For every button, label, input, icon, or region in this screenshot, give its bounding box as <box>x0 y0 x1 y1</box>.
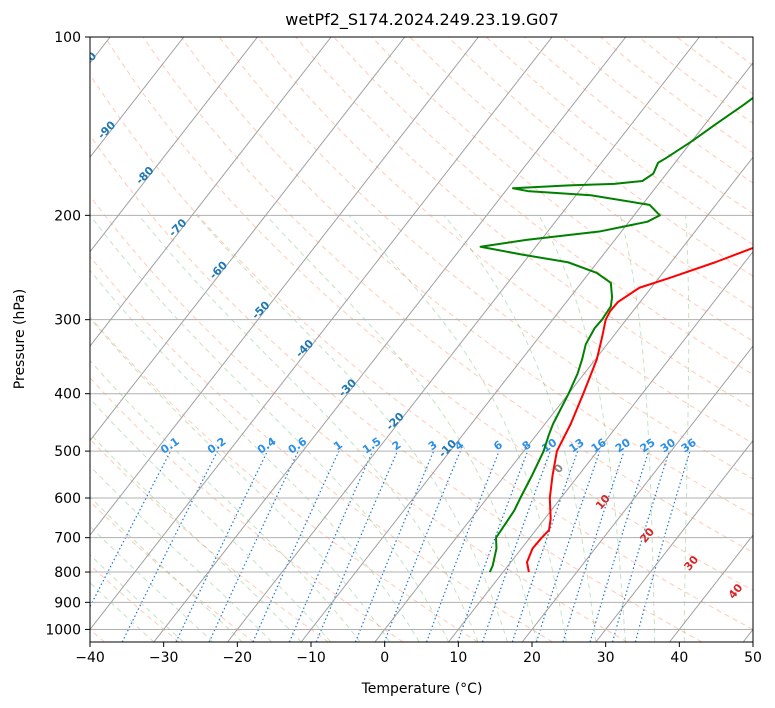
y-tick-label: 800 <box>54 565 81 581</box>
x-tick-label: 30 <box>597 650 615 666</box>
mixing-ratio-line <box>535 450 601 642</box>
moist-adiabat-line <box>90 525 214 642</box>
moist-adiabat-line <box>90 359 361 642</box>
isotherm-line <box>90 37 406 442</box>
mixing-ratio-line <box>562 450 625 642</box>
isotherm-line <box>374 156 753 642</box>
y-tick-label: 200 <box>54 208 81 224</box>
dry-adiabat-line <box>104 37 753 592</box>
y-tick-label: 500 <box>54 444 81 460</box>
y-tick-label: 300 <box>54 313 81 329</box>
isotherm-lines <box>90 37 753 642</box>
y-tick-label: 600 <box>54 491 81 507</box>
isotherm-line <box>153 37 627 642</box>
isotherm-line <box>90 37 553 631</box>
x-tick-label: −40 <box>75 650 105 666</box>
temperature-profile-line <box>525 246 753 573</box>
x-axis-label: Temperature (°C) <box>361 681 483 697</box>
moist-adiabat-line <box>90 582 155 642</box>
moist-adiabat-line <box>90 496 243 642</box>
dry-adiabat-line <box>90 255 553 642</box>
x-tick-label: 40 <box>670 650 688 666</box>
dry-adiabat-line <box>180 37 753 516</box>
dry-adiabat-line <box>142 37 753 553</box>
isotherm-line <box>90 37 185 159</box>
dry-adiabat-line <box>218 37 753 480</box>
moist-adiabat-line <box>90 432 302 642</box>
mixing-ratio-line <box>354 450 435 642</box>
moist-adiabat-line <box>443 215 597 642</box>
moist-adiabat-line <box>90 465 273 642</box>
dry-adiabat-line <box>90 134 703 642</box>
moist-adiabat-line <box>90 317 391 642</box>
y-tick-label: 100 <box>54 30 81 46</box>
moist-adiabat-line <box>619 215 656 642</box>
y-axis: 100 200 300 400 500 600 700 800 900 1000 <box>45 30 90 638</box>
isotherm-line <box>669 534 753 642</box>
plot-area: -100-90-80-70-60-50-40-30-20-100.10.20.4… <box>90 37 753 642</box>
moist-adiabat-line <box>90 269 420 642</box>
dry-adiabat-line <box>409 37 753 310</box>
isotherm-line <box>448 250 753 642</box>
y-tick-label: 700 <box>54 531 81 547</box>
x-tick-label: −10 <box>296 650 326 666</box>
dry-adiabat-line <box>90 73 753 631</box>
moist-adiabat-line <box>265 215 538 642</box>
y-axis-label: Pressure (hPa) <box>12 289 28 389</box>
y-tick-label: 400 <box>54 387 81 403</box>
mixing-ratio-line <box>288 450 374 642</box>
dry-adiabat-line <box>90 564 180 642</box>
mixing-ratio-line <box>252 450 340 642</box>
dewpoint-profile-line <box>479 96 753 573</box>
moist-adiabat-line <box>138 215 479 642</box>
moist-adiabat-line <box>538 215 626 642</box>
isotherm-line <box>521 345 753 642</box>
isotherm-line <box>227 37 700 642</box>
dry-adiabat-line <box>90 195 628 642</box>
moist-adiabats <box>90 214 690 642</box>
mixing-ratio-line <box>315 450 398 642</box>
moist-adiabat-line <box>196 215 508 642</box>
mixing-ratio-line <box>457 450 529 642</box>
x-tick-label: 0 <box>380 650 389 666</box>
moist-adiabat-line <box>90 554 184 642</box>
x-tick-label: −20 <box>223 650 253 666</box>
mixing-ratio-line <box>426 450 500 642</box>
x-tick-label: −30 <box>149 650 179 666</box>
x-tick-label: 50 <box>744 650 762 666</box>
isotherm-line <box>90 37 479 536</box>
moist-adiabat-line <box>683 215 690 642</box>
isotherm-line <box>300 61 753 642</box>
sounding-profiles <box>479 96 753 573</box>
y-tick-label: 1000 <box>45 622 81 638</box>
isotherm-line <box>90 37 332 347</box>
x-tick-label: 20 <box>523 650 541 666</box>
mixing-ratio-line <box>481 450 551 642</box>
isotherm-line <box>595 439 753 642</box>
plot-frame <box>89 36 754 643</box>
x-axis: −40 −30 −20 −10 0 10 20 30 40 50 <box>75 642 762 666</box>
chart-title: wetPf2_S174.2024.249.23.19.G07 <box>285 10 559 30</box>
moist-adiabat-line <box>348 214 567 642</box>
dry-adiabat-line <box>295 37 753 410</box>
mixing-ratio-line <box>511 450 579 642</box>
dry-adiabat-line <box>90 316 479 642</box>
isotherm-line <box>90 37 258 253</box>
mixing-ratio-line <box>589 450 650 642</box>
dry-adiabat-line <box>90 438 329 642</box>
x-tick-label: 10 <box>449 650 467 666</box>
mixing-ratio-line <box>611 450 670 642</box>
y-tick-label: 900 <box>54 595 81 611</box>
